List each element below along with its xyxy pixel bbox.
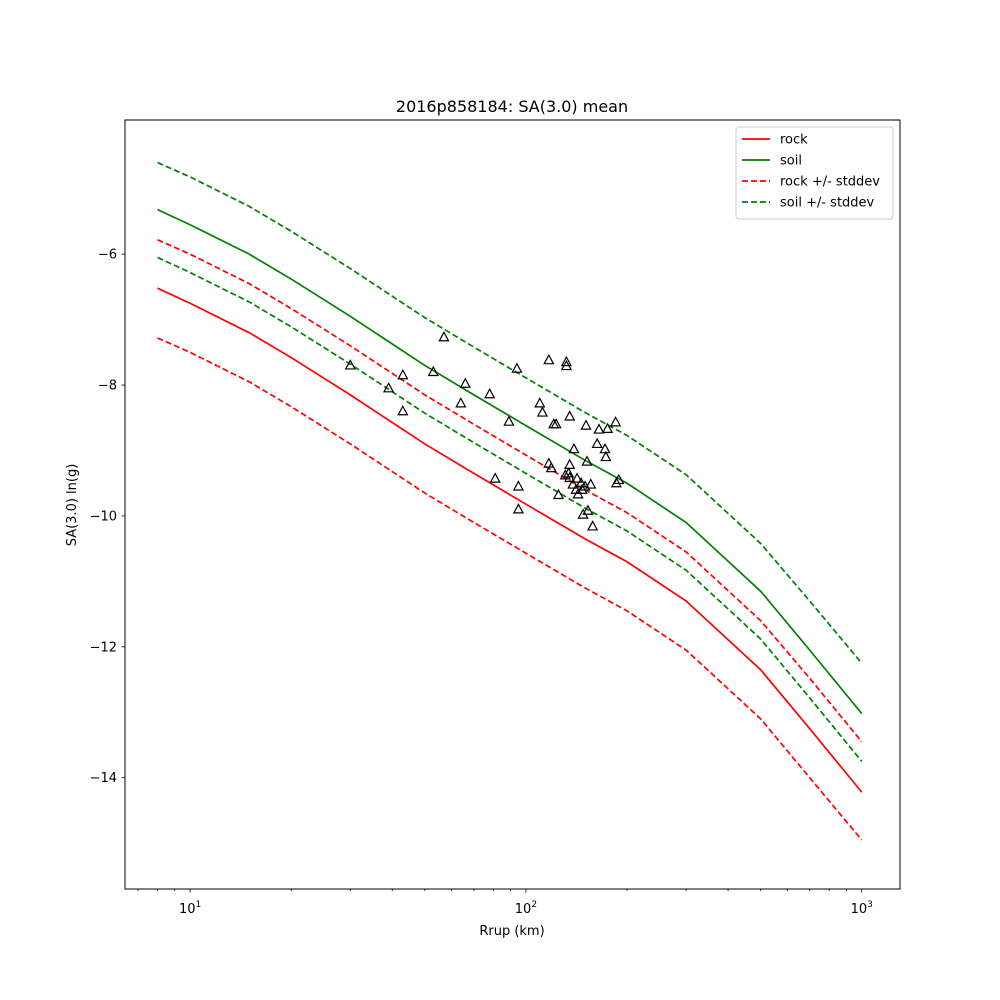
axes-frame [124, 119, 901, 890]
observation-point [580, 419, 592, 430]
observation-point [564, 410, 576, 421]
series-line-band-5 [157, 256, 863, 762]
series-line-rock [157, 287, 863, 793]
observation-point [512, 480, 525, 491]
observation-point [344, 359, 356, 370]
observation-point [600, 450, 612, 462]
y-axis-ticks: −6 −8 −10 −12 −14 [90, 248, 125, 786]
y-tick-label: −8 [98, 379, 117, 394]
series-layer [157, 161, 863, 841]
series-line-band-3 [157, 337, 863, 841]
legend-box [735, 126, 894, 220]
observation-point [459, 377, 471, 388]
observation-point [550, 418, 562, 429]
legend-label: soil [780, 154, 802, 169]
y-tick-label: −6 [98, 248, 117, 263]
observation-point [560, 355, 573, 367]
observation-point [438, 331, 450, 342]
observation-point [536, 406, 549, 417]
observation-point [567, 478, 579, 489]
observation-point [601, 422, 614, 434]
observation-point [560, 359, 573, 371]
observation-layer [344, 331, 625, 531]
x-tick-label: 102 [515, 900, 537, 917]
observation-point [545, 461, 557, 473]
observation-point [427, 365, 439, 377]
observation-point [568, 442, 580, 454]
observation-point [484, 387, 496, 399]
observation-point [382, 382, 395, 393]
observation-point [587, 520, 599, 531]
observation-point [582, 504, 594, 515]
observation-point [581, 455, 593, 466]
observation-point [543, 353, 555, 365]
observation-point [593, 423, 605, 434]
y-tick-label: −14 [90, 771, 117, 786]
observation-point [613, 473, 625, 485]
observation-point [564, 471, 576, 483]
observation-point [455, 397, 467, 408]
plot-area [157, 161, 863, 841]
y-axis-label: SA(3.0) ln(g) [65, 464, 80, 547]
observation-point [564, 458, 576, 469]
observation-point [610, 416, 622, 427]
x-axis-label: Rrup (km) [479, 924, 544, 939]
legend-label: rock [780, 133, 808, 148]
observation-point [562, 467, 575, 478]
observation-point [576, 483, 588, 494]
series-line-rock-stddev [157, 238, 863, 743]
legend-label: rock +/- stddev [780, 175, 880, 190]
y-tick-label: −10 [90, 509, 117, 524]
x-tick-label: 101 [179, 900, 201, 917]
observation-point [511, 362, 523, 373]
legend-label: soil +/- stddev [780, 196, 875, 211]
observation-point [503, 415, 515, 426]
observation-point [512, 503, 525, 514]
series-line-soil-stddev [157, 161, 863, 664]
legend: rock soil rock +/- stddev soil +/- stddev [735, 126, 894, 220]
observation-point [534, 397, 546, 408]
chart-title: 2016p858184: SA(3.0) mean [396, 97, 628, 116]
observation-point [585, 478, 597, 489]
x-tick-label: 103 [851, 900, 873, 917]
observation-point [397, 404, 409, 416]
observation-point [489, 472, 501, 483]
observation-point [397, 368, 409, 380]
observation-point [571, 472, 583, 483]
observation-point [591, 437, 603, 449]
observation-point [552, 488, 565, 500]
observation-point [559, 469, 571, 480]
series-line-soil [157, 208, 863, 715]
x-axis-ticks: 101 102 103 [137, 889, 873, 917]
y-tick-label: −12 [90, 640, 117, 655]
